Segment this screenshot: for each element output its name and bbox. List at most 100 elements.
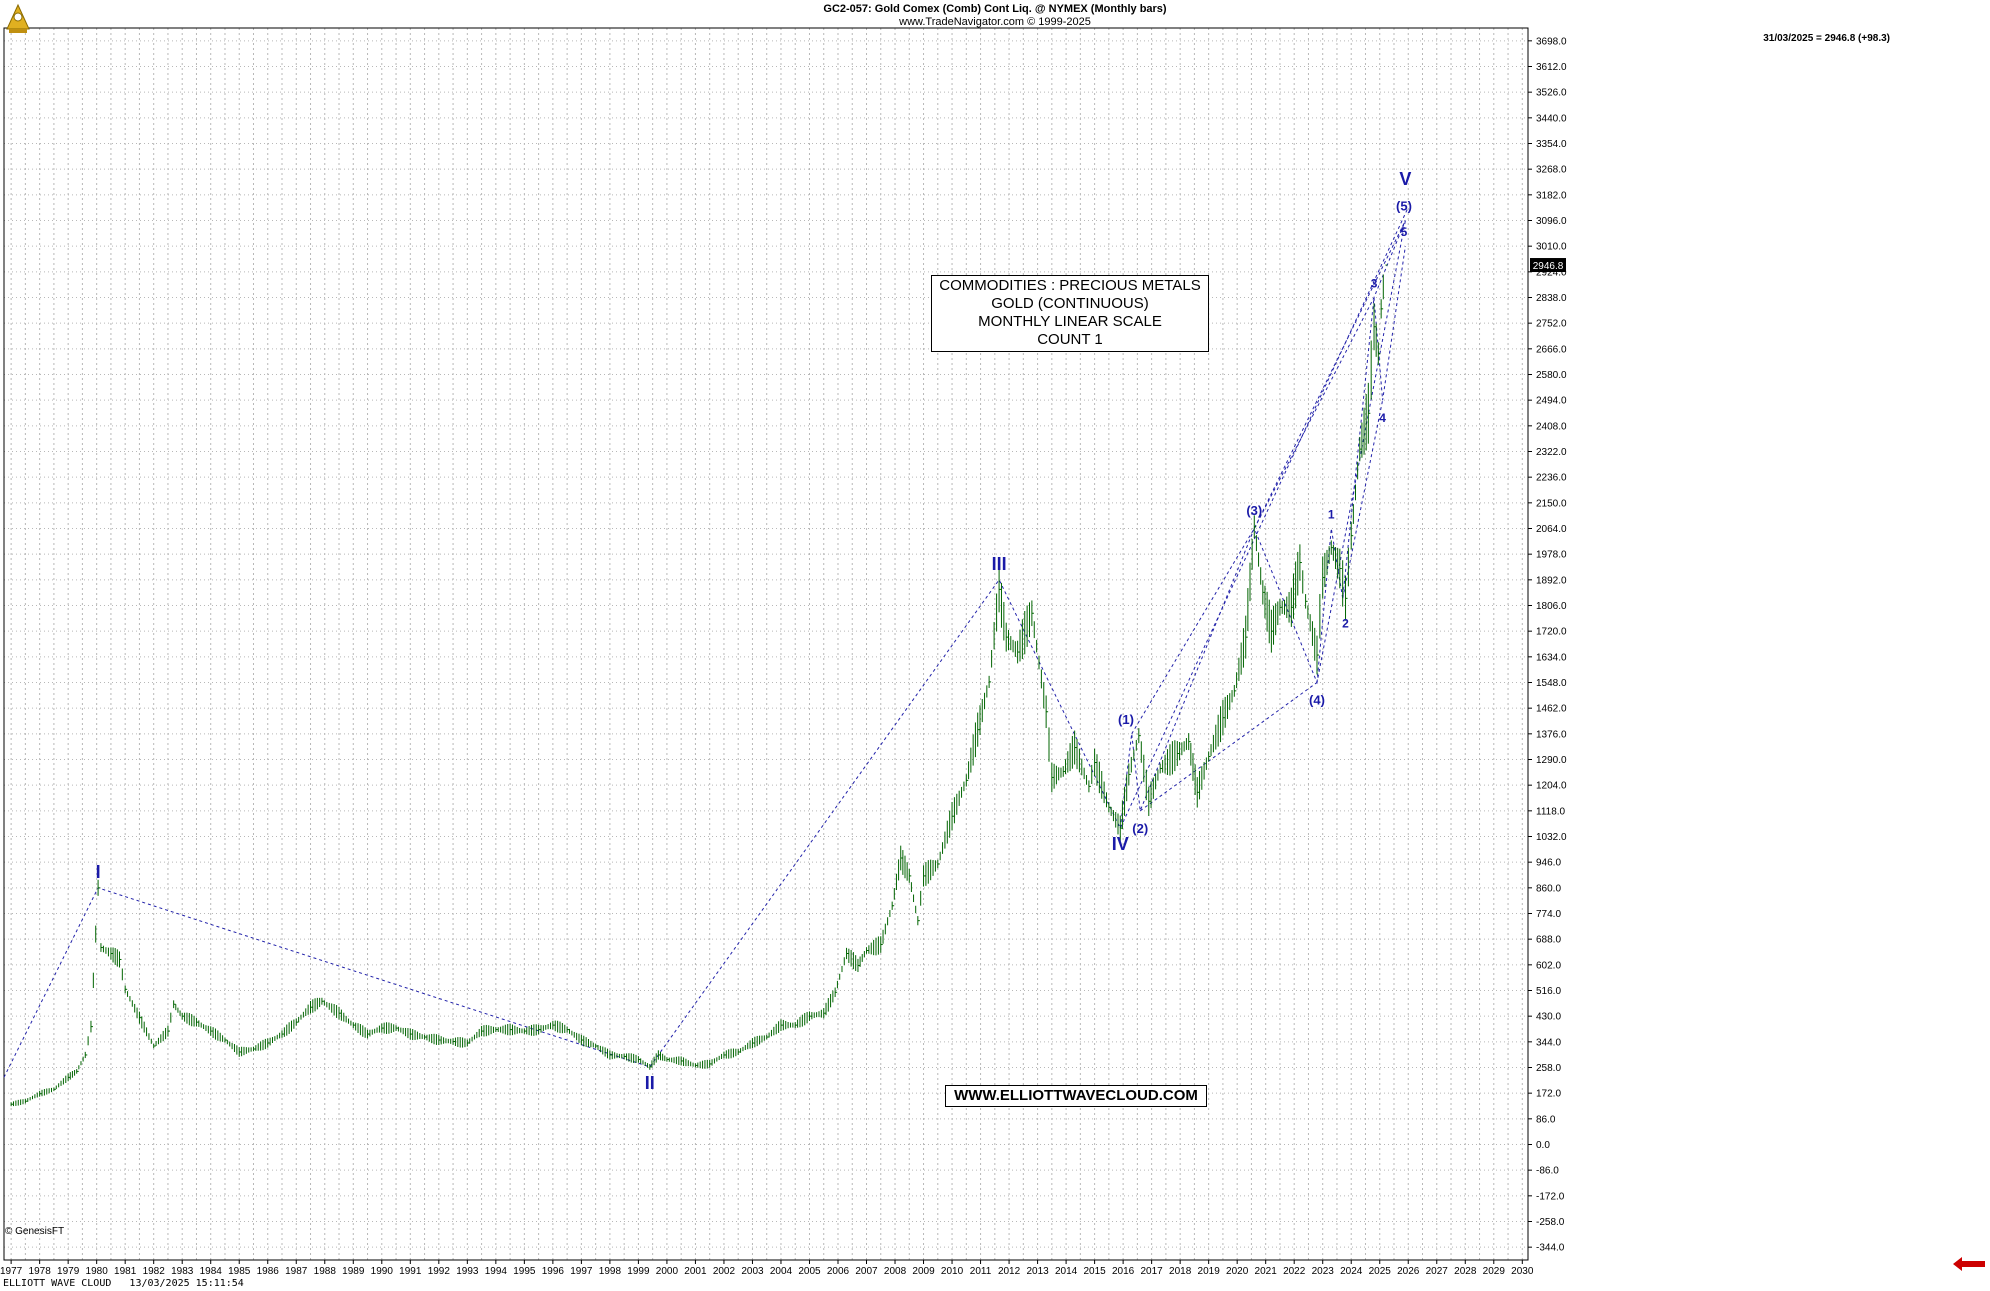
info-line-4: COUNT 1 xyxy=(1037,331,1103,348)
y-tick-label: 2752.0 xyxy=(1536,319,1567,330)
info-line-3: MONTHLY LINEAR SCALE xyxy=(978,313,1162,330)
x-tick-label: 1993 xyxy=(456,1266,479,1277)
x-tick-label: 2029 xyxy=(1483,1266,1506,1277)
y-tick-label: 1634.0 xyxy=(1536,652,1567,663)
y-tick-label: 2236.0 xyxy=(1536,473,1567,484)
y-tick-label: 0.0 xyxy=(1536,1140,1550,1151)
x-tick-label: 1978 xyxy=(29,1266,52,1277)
info-line-1: COMMODITIES : PRECIOUS METALS xyxy=(939,277,1201,294)
price-bars xyxy=(10,274,1384,1107)
x-tick-label: 1984 xyxy=(200,1266,223,1277)
y-tick-label: 3440.0 xyxy=(1536,113,1567,124)
trend-line xyxy=(1131,220,1406,735)
x-tick-label: 1980 xyxy=(86,1266,109,1277)
info-box: COMMODITIES : PRECIOUS METALS GOLD (CONT… xyxy=(931,275,1209,352)
x-tick-label: 1989 xyxy=(342,1266,365,1277)
y-tick-label: -172.0 xyxy=(1536,1191,1565,1202)
y-tick-label: 1376.0 xyxy=(1536,729,1567,740)
y-tick-label: 1462.0 xyxy=(1536,704,1567,715)
y-tick-label: 516.0 xyxy=(1536,986,1561,997)
x-tick-label: 2025 xyxy=(1369,1266,1392,1277)
y-tick-label: 2322.0 xyxy=(1536,447,1567,458)
x-tick-label: 1992 xyxy=(428,1266,451,1277)
y-tick-label: 2064.0 xyxy=(1536,524,1567,535)
x-tick-label: 2010 xyxy=(941,1266,964,1277)
y-tick-label: 3268.0 xyxy=(1536,165,1567,176)
y-tick-label: 3010.0 xyxy=(1536,242,1567,253)
y-tick-label: 1204.0 xyxy=(1536,781,1567,792)
y-tick-label: 3096.0 xyxy=(1536,216,1567,227)
x-tick-label: 2024 xyxy=(1340,1266,1363,1277)
x-tick-label: 2008 xyxy=(884,1266,907,1277)
y-tick-label: 860.0 xyxy=(1536,883,1561,894)
scroll-right-arrow-icon[interactable] xyxy=(1952,1256,1986,1277)
grid xyxy=(4,28,1528,1260)
y-tick-label: 2150.0 xyxy=(1536,498,1567,509)
plot-frame xyxy=(3,27,1529,1261)
x-tick-label: 1983 xyxy=(171,1266,194,1277)
x-tick-label: 2021 xyxy=(1255,1266,1278,1277)
x-tick-label: 1998 xyxy=(599,1266,622,1277)
y-tick-label: 2838.0 xyxy=(1536,293,1567,304)
price-badge: 2946.8 xyxy=(1533,261,1564,272)
y-tick-label: 2494.0 xyxy=(1536,396,1567,407)
y-tick-label: 3612.0 xyxy=(1536,62,1567,73)
x-tick-label: 1979 xyxy=(57,1266,80,1277)
x-tick-label: 1982 xyxy=(143,1266,166,1277)
last-price-readout: 31/03/2025 = 2946.8 (+98.3) xyxy=(1763,33,1890,44)
y-tick-label: 774.0 xyxy=(1536,909,1561,920)
x-tick-label: 2017 xyxy=(1141,1266,1164,1277)
genesis-label: © GenesisFT xyxy=(5,1226,65,1237)
y-tick-label: -344.0 xyxy=(1536,1243,1565,1254)
x-tick-label: 2028 xyxy=(1454,1266,1477,1277)
x-tick-label: 2013 xyxy=(1026,1266,1049,1277)
x-tick-label: 1997 xyxy=(570,1266,593,1277)
wave-label: II xyxy=(645,1073,655,1093)
wave-label: 4 xyxy=(1379,411,1386,425)
y-tick-label: 344.0 xyxy=(1536,1037,1561,1048)
y-tick-label: 1806.0 xyxy=(1536,601,1567,612)
x-tick-label: 2004 xyxy=(770,1266,793,1277)
y-tick-label: 1892.0 xyxy=(1536,575,1567,586)
y-tick-label: -86.0 xyxy=(1536,1166,1559,1177)
x-tick-label: 2003 xyxy=(741,1266,764,1277)
wave-label: 3 xyxy=(1371,277,1378,291)
y-tick-label: 430.0 xyxy=(1536,1012,1561,1023)
price-badge-bg xyxy=(1530,258,1566,273)
y-tick-label: -258.0 xyxy=(1536,1217,1565,1228)
wave-label: I xyxy=(96,862,101,882)
wave-label: (4) xyxy=(1309,693,1325,708)
wave-label: V xyxy=(1399,169,1411,189)
x-tick-label: 2000 xyxy=(656,1266,679,1277)
wave-label: (1) xyxy=(1118,712,1134,727)
trend-line xyxy=(3,207,1409,1078)
wave-label: (5) xyxy=(1396,199,1412,214)
footer-text: ELLIOTT WAVE CLOUD 13/03/2025 15:11:54 xyxy=(3,1278,244,1289)
x-tick-label: 1988 xyxy=(314,1266,337,1277)
y-tick-label: 2924.0 xyxy=(1536,267,1567,278)
y-tick-label: 1548.0 xyxy=(1536,678,1567,689)
info-line-2: GOLD (CONTINUOUS) xyxy=(991,295,1149,312)
trend-line xyxy=(1139,682,1318,812)
trade-navigator-logo xyxy=(3,3,33,35)
x-tick-label: 2018 xyxy=(1169,1266,1192,1277)
x-tick-label: 2027 xyxy=(1426,1266,1449,1277)
y-tick-label: 2408.0 xyxy=(1536,421,1567,432)
x-tick-label: 1994 xyxy=(485,1266,508,1277)
x-tick-label: 1977 xyxy=(0,1266,23,1277)
x-tick-label: 2030 xyxy=(1511,1266,1534,1277)
x-tick-label: 1996 xyxy=(542,1266,565,1277)
x-tick-label: 2020 xyxy=(1226,1266,1249,1277)
y-tick-label: 3354.0 xyxy=(1536,139,1567,150)
y-tick-label: 3526.0 xyxy=(1536,88,1567,99)
y-tick-label: 2666.0 xyxy=(1536,344,1567,355)
website-box[interactable]: WWW.ELLIOTTWAVECLOUD.COM xyxy=(945,1085,1207,1107)
x-tick-label: 2023 xyxy=(1312,1266,1335,1277)
y-tick-label: 2580.0 xyxy=(1536,370,1567,381)
y-tick-label: 1290.0 xyxy=(1536,755,1567,766)
x-tick-label: 2006 xyxy=(827,1266,850,1277)
y-tick-label: 946.0 xyxy=(1536,858,1561,869)
trend-line xyxy=(1342,400,1384,599)
y-tick-label: 3182.0 xyxy=(1536,190,1567,201)
x-tick-label: 1990 xyxy=(371,1266,394,1277)
